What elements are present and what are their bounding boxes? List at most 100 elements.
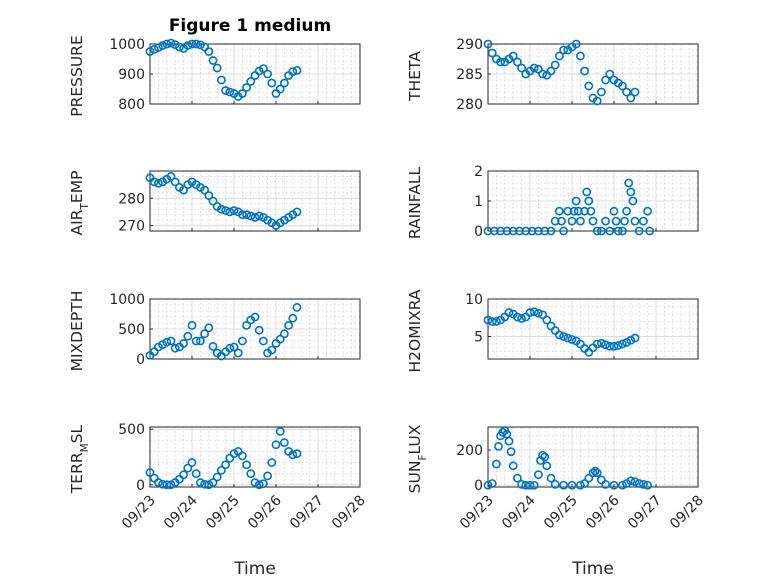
y-tick-label: 280: [118, 191, 145, 207]
data-point: [538, 450, 547, 460]
data-point: [279, 78, 289, 88]
data-point: [559, 45, 568, 55]
data-point: [158, 479, 167, 489]
data-point: [258, 64, 268, 73]
data-point: [597, 87, 606, 97]
data-point: [630, 87, 640, 97]
data-point: [521, 226, 531, 236]
data-point: [279, 329, 289, 339]
data-point: [586, 206, 596, 216]
data-point: [267, 345, 277, 355]
y-tick-label: 800: [118, 97, 145, 113]
data-point: [166, 172, 176, 181]
data-point: [275, 334, 285, 344]
data-point: [592, 96, 602, 106]
data-point: [246, 77, 256, 86]
data-point: [569, 206, 579, 216]
x-tick-label: 09/26: [245, 492, 285, 532]
data-point: [288, 67, 298, 76]
data-point: [540, 226, 550, 236]
data-point: [517, 63, 526, 73]
data-point: [200, 479, 209, 489]
x-axis-label: Time: [571, 559, 614, 579]
data-point: [563, 333, 573, 343]
data-point: [527, 226, 537, 236]
axes-box: [487, 426, 699, 488]
data-point: [546, 473, 556, 483]
data-point: [613, 341, 623, 350]
y-axis-label: H2OMIXRA: [406, 289, 424, 372]
data-point: [584, 81, 594, 91]
data-point: [592, 339, 602, 349]
y-tick-label: 0: [474, 478, 483, 494]
data-point: [191, 469, 201, 479]
y-axis-label: PRESSURE: [68, 35, 86, 117]
x-tick-label: 09/23: [457, 493, 497, 533]
data-point: [288, 450, 298, 460]
data-point: [254, 211, 264, 221]
data-point: [515, 226, 524, 236]
data-point: [158, 41, 167, 50]
data-point: [580, 206, 589, 216]
y-tick-label: 1: [474, 194, 483, 210]
y-tick-label: 270: [118, 219, 145, 235]
data-point: [611, 216, 621, 226]
data-point: [258, 336, 268, 346]
data-point: [601, 75, 610, 85]
x-tick-label: 09/26: [583, 492, 623, 532]
data-point: [504, 436, 514, 446]
data-point: [590, 466, 600, 476]
data-point: [580, 66, 589, 76]
data-point: [643, 206, 652, 216]
data-point: [242, 320, 251, 330]
y-tick-label: 2: [474, 164, 483, 180]
data-point: [508, 51, 518, 61]
data-point: [183, 463, 193, 473]
data-point: [571, 39, 581, 49]
y-tick-label: 0: [136, 352, 145, 368]
data-point: [576, 51, 585, 61]
data-point: [622, 87, 631, 97]
data-point: [559, 480, 568, 490]
data-point: [546, 66, 556, 76]
data-point: [609, 206, 619, 216]
data-point: [626, 476, 636, 486]
data-point: [555, 330, 564, 340]
y-axis-label: TERRMSL: [68, 424, 91, 494]
y-tick-label: 5: [474, 330, 483, 346]
data-point: [179, 338, 188, 348]
data-point: [263, 471, 272, 481]
data-point: [271, 440, 281, 450]
data-point: [521, 480, 531, 490]
data-point: [153, 478, 163, 487]
x-tick-label: 09/25: [541, 493, 581, 533]
data-point: [576, 216, 585, 226]
data-point: [634, 226, 644, 236]
x-tick-label: 09/25: [203, 493, 243, 533]
y-tick-label: 0: [136, 478, 145, 494]
data-point: [624, 178, 634, 188]
data-point: [626, 187, 636, 197]
data-point: [525, 308, 535, 317]
data-point: [584, 473, 594, 483]
data-point: [508, 226, 518, 236]
data-point: [149, 177, 159, 187]
y-axis-label: RAINFALL: [406, 166, 424, 239]
data-point: [174, 42, 184, 52]
subplot-h2omixra: 5 10 H2OMIXRA: [406, 289, 699, 373]
data-point: [601, 340, 610, 350]
data-point: [221, 86, 230, 95]
y-tick-label: 1000: [109, 292, 145, 308]
x-tick-label: 09/28: [667, 493, 707, 533]
data-point: [517, 314, 526, 323]
data-point: [237, 336, 247, 346]
y-tick-label: 280: [456, 97, 483, 113]
data-point: [550, 60, 560, 70]
data-point: [620, 216, 629, 226]
data-point: [183, 41, 193, 50]
data-point: [588, 468, 598, 478]
data-point: [643, 480, 652, 490]
subplot-theta: 280 285 290 THETA: [406, 37, 699, 113]
data-point: [242, 460, 251, 470]
data-point: [200, 329, 209, 339]
